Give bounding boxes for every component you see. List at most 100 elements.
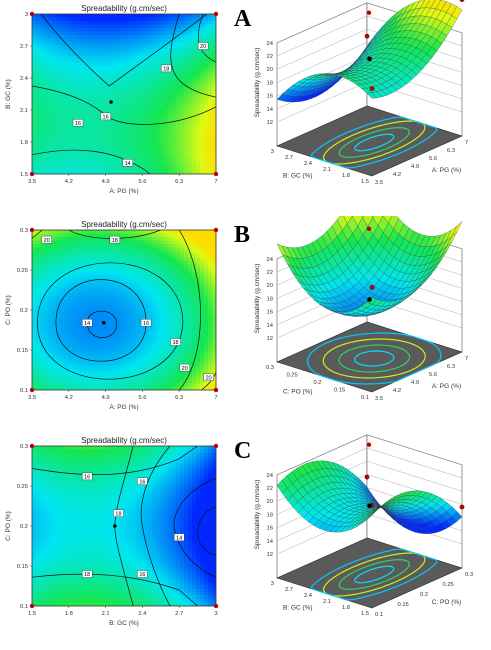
contour-cell — [152, 38, 157, 43]
contour-cell — [148, 230, 153, 235]
contour-cell — [188, 132, 193, 137]
contour-cell — [116, 303, 121, 308]
contour-cell — [124, 341, 129, 346]
contour-cell — [132, 282, 137, 287]
contour-cell — [92, 275, 97, 280]
contour-cell — [112, 316, 117, 322]
contour-cell — [124, 268, 129, 273]
contour-cell — [36, 233, 41, 238]
contour-cell — [148, 334, 153, 339]
contour-cell — [80, 149, 85, 154]
contour-cell — [144, 66, 149, 71]
contour-cell — [32, 114, 37, 119]
contour-cell — [116, 76, 121, 81]
contour-cell — [76, 24, 81, 29]
contour-cell — [124, 128, 129, 133]
contour-cell — [180, 236, 185, 242]
contour-cell — [84, 261, 89, 266]
contour-cell — [96, 369, 101, 374]
contour-cell — [184, 257, 189, 262]
contour-cell — [80, 243, 85, 248]
contour-cell — [32, 292, 37, 297]
contour-cell — [152, 128, 157, 133]
contour-cell — [36, 344, 41, 349]
contour-cell — [208, 341, 213, 346]
contour-cell — [188, 355, 193, 360]
surface-y-tick-label: 2.1 — [323, 167, 331, 173]
contour-cell — [104, 107, 109, 112]
contour-cell — [124, 34, 129, 39]
contour-cell — [128, 348, 133, 353]
contour-cell — [156, 114, 161, 119]
contour-cell — [172, 125, 177, 130]
contour-cell — [44, 355, 49, 360]
contour-cell — [32, 87, 37, 92]
contour-cell — [64, 278, 69, 283]
contour-cell — [48, 261, 53, 266]
contour-cell — [108, 310, 113, 315]
contour-cell — [116, 114, 121, 119]
contour-cell — [96, 114, 101, 119]
floor-contour — [338, 344, 411, 373]
contour-cell — [68, 45, 73, 50]
contour-cell — [108, 146, 113, 151]
contour-cell — [56, 323, 61, 328]
contour-cell — [132, 149, 137, 154]
contour-cell — [112, 341, 117, 346]
contour-cell — [132, 316, 137, 322]
contour-cell — [184, 76, 189, 81]
contour-line — [40, 14, 208, 87]
contour-cell — [140, 160, 145, 165]
contour-cell — [188, 160, 193, 165]
contour-cell — [44, 348, 49, 353]
contour-cell — [52, 282, 57, 287]
contour-cell — [160, 27, 165, 32]
contour-cell — [180, 90, 185, 95]
contour-cell — [144, 341, 149, 346]
contour-cell — [92, 114, 97, 119]
contour-cell — [56, 358, 61, 363]
contour-cell — [132, 285, 137, 290]
contour-cell — [44, 132, 49, 137]
contour-cell — [124, 362, 129, 367]
contour-cell — [64, 87, 69, 92]
contour-cell — [80, 163, 85, 168]
contour-cell — [100, 348, 105, 353]
contour-cell — [200, 327, 205, 332]
contour-cell — [192, 306, 197, 311]
contour-cell — [116, 296, 121, 301]
contour-cell — [152, 303, 157, 308]
contour-cell — [180, 69, 185, 74]
contour-cell — [60, 236, 65, 242]
contour-cell — [100, 243, 105, 248]
contour-cell — [88, 111, 93, 116]
contour-cell — [128, 87, 133, 92]
contour-cell — [108, 362, 113, 367]
contour-cell — [132, 125, 137, 130]
contour-cell — [208, 48, 213, 53]
contour-cell — [124, 365, 129, 370]
contour-cell — [148, 316, 153, 322]
z-tick-label: 18 — [267, 80, 273, 86]
contour-cell — [76, 20, 81, 26]
contour-cell — [200, 310, 205, 315]
contour-cell — [88, 365, 93, 370]
contour-cell — [132, 230, 137, 235]
contour-cell — [44, 14, 49, 19]
contour-cell — [108, 306, 113, 311]
contour-cell — [112, 257, 117, 262]
contour-cell — [208, 135, 213, 140]
contour-cell — [144, 299, 149, 304]
contour-cell — [164, 27, 169, 32]
contour-cell — [200, 160, 205, 165]
contour-cell — [140, 285, 145, 290]
contour-label: 16 — [103, 115, 109, 121]
contour-cell — [160, 118, 165, 123]
contour-cell — [176, 233, 181, 238]
contour-cell — [68, 27, 73, 32]
contour-cell — [136, 69, 141, 74]
contour-cell — [172, 20, 177, 26]
contour-cell — [48, 55, 53, 60]
contour-cell — [152, 369, 157, 374]
contour-cell — [56, 114, 61, 119]
